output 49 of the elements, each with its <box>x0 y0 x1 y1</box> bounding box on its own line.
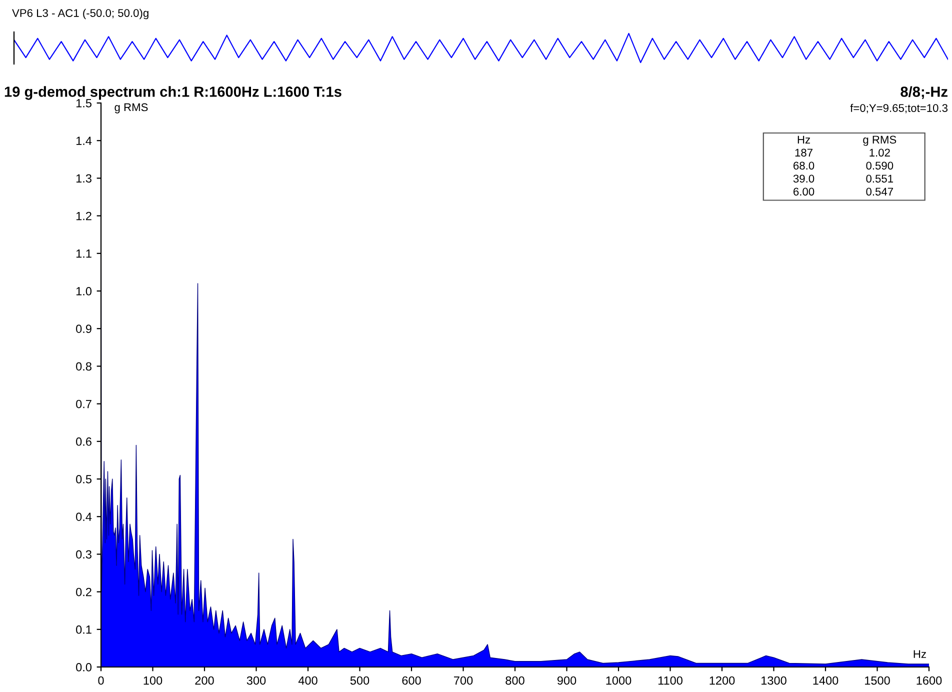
x-tick-label: 1300 <box>762 676 786 685</box>
y-tick-label: 1.1 <box>76 250 92 258</box>
y-tick-label: 0.3 <box>76 550 92 559</box>
x-tick-label: 1500 <box>865 676 890 685</box>
y-tick-label: 0.5 <box>76 475 92 484</box>
x-tick-label: 1200 <box>710 676 735 685</box>
y-axis-title: g RMS <box>114 103 148 114</box>
y-tick-label: 1.3 <box>76 174 92 183</box>
y-tick-label: 1.0 <box>76 287 92 296</box>
x-tick-label: 400 <box>298 676 318 685</box>
annotation: 0.547 <box>866 188 893 196</box>
x-tick-label: 800 <box>506 676 524 685</box>
annotation: f=0;Y=9.65;tot=10.3 <box>850 104 948 114</box>
x-tick-label: 1400 <box>813 676 838 685</box>
y-tick-label: 1.4 <box>76 136 92 145</box>
x-tick-label: 300 <box>246 676 266 685</box>
annotation: 0.551 <box>866 174 894 183</box>
x-tick-label: 1600 <box>916 676 942 685</box>
y-tick-label: 0.9 <box>76 324 92 333</box>
annotation: 68.0 <box>794 162 814 170</box>
x-tick-label: 100 <box>144 676 162 685</box>
x-tick-label: 500 <box>350 676 370 685</box>
y-tick-label: 1.5 <box>76 99 92 108</box>
y-tick-label: 0.2 <box>76 588 92 596</box>
annotation: 1.02 <box>870 148 890 157</box>
chart-title: VP6 L3 - AC1 (-50.0; 50.0)g <box>12 8 148 20</box>
y-tick-label: 1.2 <box>76 212 92 220</box>
x-tick-label: 1100 <box>658 676 682 685</box>
y-tick-label: 0.8 <box>76 362 92 371</box>
x-tick-label: 600 <box>402 676 421 685</box>
annotation: 39.0 <box>793 174 814 183</box>
annotation: 6.00 <box>794 188 814 196</box>
y-tick-label: 0.1 <box>76 625 92 634</box>
annotation: g RMS <box>863 136 896 146</box>
y-tick-label: 0.7 <box>76 400 92 408</box>
x-tick-label: 1000 <box>606 676 632 685</box>
x-tick-label: 0 <box>98 676 104 685</box>
chart-subtitle: 8/8;-Hz <box>900 86 948 100</box>
y-tick-label: 0.4 <box>76 512 92 521</box>
annotation: 187 <box>795 148 812 157</box>
x-axis-title: Hz <box>914 650 926 658</box>
y-tick-label: 0.6 <box>76 437 92 446</box>
x-tick-label: 900 <box>557 676 576 685</box>
chart-title: 19 g-demod spectrum ch:1 R:1600Hz L:1600 T:1s <box>4 86 342 100</box>
y-tick-label: 0.0 <box>76 663 92 672</box>
annotation: Hz <box>798 136 810 144</box>
x-tick-label: 700 <box>454 676 473 685</box>
annotation: 0.590 <box>866 162 894 170</box>
x-tick-label: 200 <box>195 676 214 685</box>
